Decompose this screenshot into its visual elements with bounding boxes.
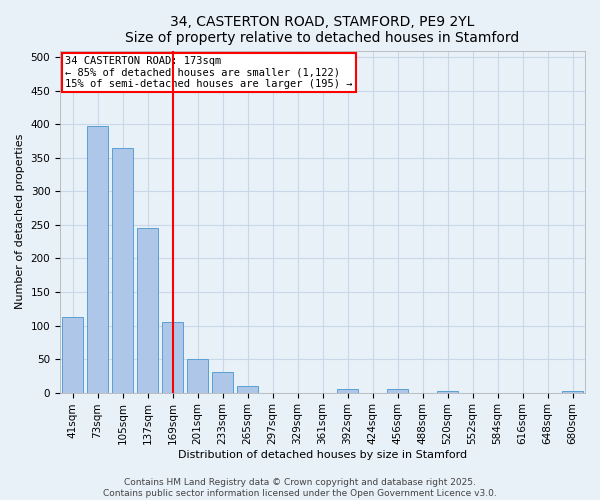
Y-axis label: Number of detached properties: Number of detached properties xyxy=(15,134,25,310)
Bar xyxy=(87,126,108,392)
Title: 34, CASTERTON ROAD, STAMFORD, PE9 2YL
Size of property relative to detached hous: 34, CASTERTON ROAD, STAMFORD, PE9 2YL Si… xyxy=(125,15,520,45)
Bar xyxy=(62,317,83,392)
Bar xyxy=(387,389,408,392)
Bar xyxy=(337,389,358,392)
Text: Contains HM Land Registry data © Crown copyright and database right 2025.
Contai: Contains HM Land Registry data © Crown c… xyxy=(103,478,497,498)
Bar xyxy=(137,228,158,392)
X-axis label: Distribution of detached houses by size in Stamford: Distribution of detached houses by size … xyxy=(178,450,467,460)
Bar xyxy=(162,322,183,392)
Bar xyxy=(237,386,258,392)
Text: 34 CASTERTON ROAD: 173sqm
← 85% of detached houses are smaller (1,122)
15% of se: 34 CASTERTON ROAD: 173sqm ← 85% of detac… xyxy=(65,56,353,89)
Bar xyxy=(212,372,233,392)
Bar xyxy=(112,148,133,392)
Bar xyxy=(187,359,208,392)
